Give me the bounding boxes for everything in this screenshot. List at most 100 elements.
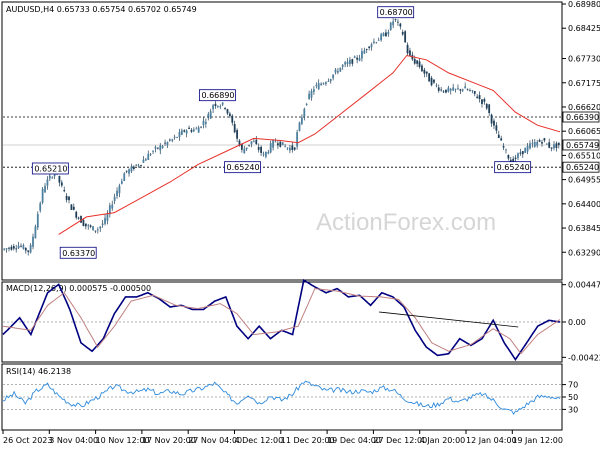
- candle: [353, 55, 356, 59]
- candle: [337, 67, 339, 75]
- candle: [553, 141, 555, 151]
- candle-body: [180, 130, 183, 135]
- candle-body: [483, 99, 486, 102]
- candle-body: [46, 179, 49, 186]
- candle-body: [22, 245, 25, 249]
- candle-body: [298, 122, 301, 131]
- candle-body: [442, 91, 445, 93]
- rsi-line: [2, 380, 561, 415]
- candle-body: [509, 159, 512, 163]
- candle-body: [488, 104, 491, 114]
- candle: [36, 211, 39, 231]
- y-tick-label: 0.63290: [568, 248, 600, 257]
- y-tick-label: 0.64400: [568, 200, 600, 209]
- candle: [60, 180, 63, 188]
- candle: [15, 244, 18, 253]
- y-tick-label: 0.66620: [568, 103, 600, 112]
- candle-body: [313, 89, 315, 92]
- candle: [557, 142, 560, 149]
- candle-body: [39, 203, 42, 211]
- candle-body: [423, 69, 426, 74]
- y-tick-label: 0.67175: [568, 79, 600, 88]
- candle-body: [159, 145, 162, 151]
- candle-body: [529, 143, 531, 149]
- candle-body: [27, 250, 30, 252]
- candle: [418, 58, 421, 69]
- candle-body: [108, 205, 111, 215]
- candle-body: [286, 147, 289, 149]
- rsi-y-axis: 70 50 30: [562, 381, 578, 414]
- annotation-box: [199, 89, 236, 102]
- candle-body: [409, 50, 411, 56]
- candle: [279, 141, 282, 148]
- candle: [120, 178, 123, 185]
- candle-body: [82, 219, 85, 226]
- candle-body: [452, 87, 455, 91]
- candle: [32, 233, 34, 250]
- candle-body: [178, 131, 181, 138]
- candle: [77, 216, 80, 220]
- candle-body: [279, 141, 282, 147]
- candle-body: [284, 146, 287, 148]
- candle-body: [557, 142, 560, 146]
- candle-body: [301, 117, 303, 124]
- candle-body: [392, 21, 395, 26]
- candle-body: [226, 109, 229, 114]
- candle-body: [120, 181, 123, 184]
- candle: [200, 126, 202, 129]
- candle: [382, 32, 385, 37]
- candle-body: [543, 138, 546, 141]
- candle: [82, 218, 85, 227]
- candle-body: [428, 73, 431, 82]
- candle-body: [260, 146, 262, 153]
- candle-body: [135, 164, 138, 166]
- candle-body: [389, 22, 392, 31]
- macd-trendline: [378, 311, 519, 328]
- candle-body: [202, 120, 205, 125]
- candle: [466, 88, 469, 91]
- candle: [154, 145, 157, 153]
- candle-body: [130, 166, 133, 172]
- candle: [545, 143, 548, 145]
- candle-body: [238, 140, 241, 146]
- candle: [325, 81, 327, 86]
- candle-body: [156, 147, 159, 149]
- candle-body: [240, 144, 243, 150]
- candle: [375, 41, 378, 44]
- candle: [392, 18, 395, 29]
- candle-body: [188, 127, 190, 129]
- candle-body: [24, 247, 27, 251]
- candle: [322, 82, 325, 85]
- macd-panel-frame: [1, 281, 563, 363]
- candle-body: [113, 196, 116, 202]
- candle: [233, 120, 236, 134]
- candle: [435, 83, 438, 88]
- annotation-label: 0.65240: [227, 163, 260, 172]
- candle: [262, 151, 265, 157]
- candle-body: [190, 129, 193, 132]
- candle: [507, 154, 510, 161]
- candle: [363, 47, 366, 54]
- candle: [207, 111, 210, 121]
- candle: [27, 250, 30, 256]
- price-annotation: 0.65240: [494, 161, 532, 174]
- candle: [147, 150, 150, 161]
- candle: [106, 210, 109, 225]
- candle: [12, 243, 15, 251]
- candle: [204, 118, 207, 128]
- candle: [298, 121, 301, 132]
- y-tick-label: 0.004472: [568, 281, 600, 290]
- candle-body: [269, 143, 272, 153]
- candle-body: [531, 142, 534, 144]
- candle: [10, 244, 13, 251]
- candle: [260, 145, 262, 157]
- candle-body: [200, 126, 202, 128]
- candle: [308, 90, 311, 100]
- candle: [221, 102, 224, 107]
- candle-body: [192, 129, 195, 132]
- annotation-box: [494, 161, 532, 174]
- y-tick-label: 30: [568, 405, 578, 414]
- candle: [459, 88, 462, 95]
- candle: [130, 163, 133, 173]
- candle-body: [382, 33, 385, 36]
